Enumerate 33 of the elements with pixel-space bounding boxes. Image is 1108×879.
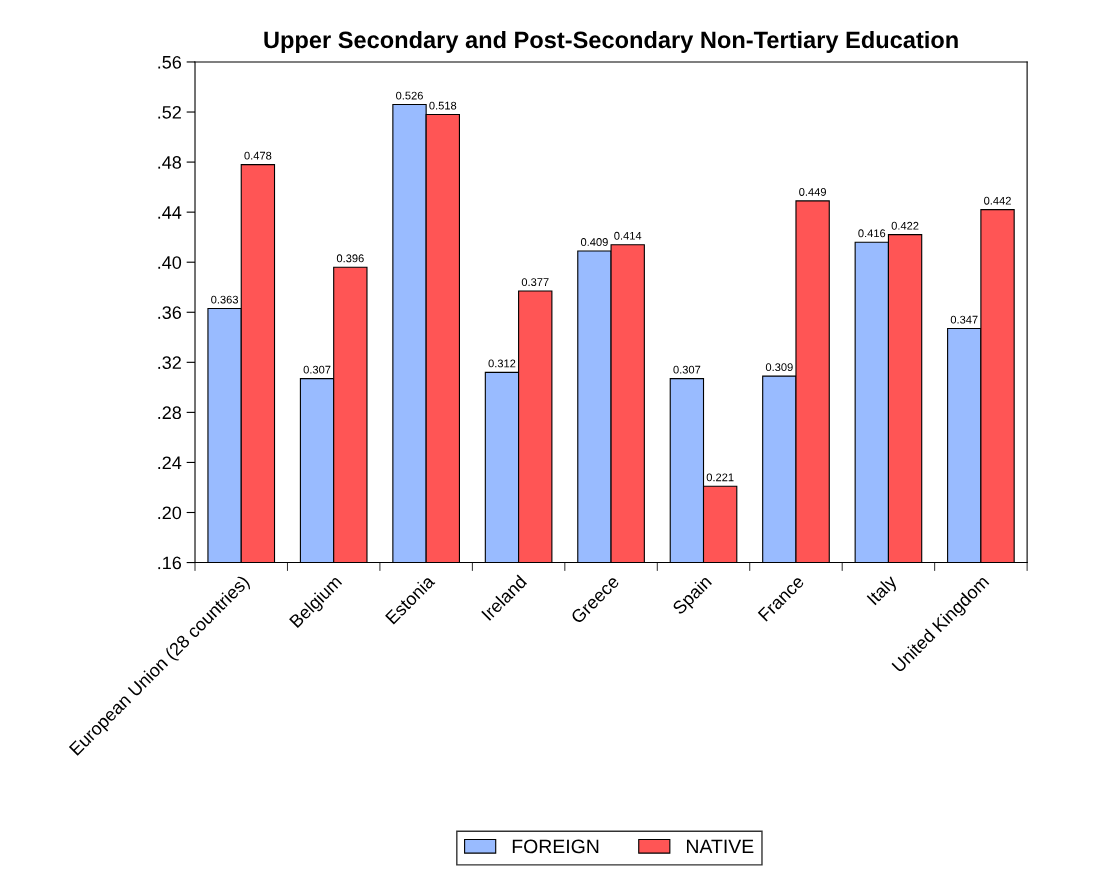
data-label: 0.221 [706,473,734,482]
data-label: 0.416 [858,229,886,238]
y-tick-label: .52 [158,105,181,119]
data-label: 0.409 [580,238,608,246]
data-label: 0.396 [336,254,364,263]
legend-label: NATIVE [687,839,754,854]
y-tick-label: .36 [158,306,182,319]
y-tick-label: .24 [158,456,182,469]
x-tick-label: Italy [866,573,901,608]
y-tick-label: .20 [158,506,182,520]
y-tick-label: .44 [158,206,182,219]
data-label: 0.312 [488,359,516,368]
data-label: 0.422 [891,221,919,230]
y-tick-label: .32 [158,356,181,370]
data-label: 0.309 [765,363,793,372]
y-tick-label: .48 [158,156,182,169]
data-label: 0.414 [614,231,642,240]
y-tick-label: .16 [158,556,182,570]
data-label: 0.307 [673,365,701,374]
data-label: 0.449 [799,188,826,196]
data-label: 0.347 [950,315,978,324]
data-label: 0.526 [396,91,423,100]
y-tick-label: .28 [158,406,182,420]
legend-label: FOREIGN [512,839,599,854]
chart-title: Upper Secondary and Post-Secondary Non-Tertiary Education [264,30,958,53]
data-label: 0.307 [303,365,331,374]
y-tick-label: .56 [158,55,182,69]
y-tick-label: .40 [158,256,182,269]
data-label: 0.478 [244,151,272,160]
data-label: 0.442 [984,196,1011,205]
data-label: 0.363 [211,295,239,304]
data-label: 0.518 [429,101,457,110]
data-label: 0.377 [521,278,549,287]
